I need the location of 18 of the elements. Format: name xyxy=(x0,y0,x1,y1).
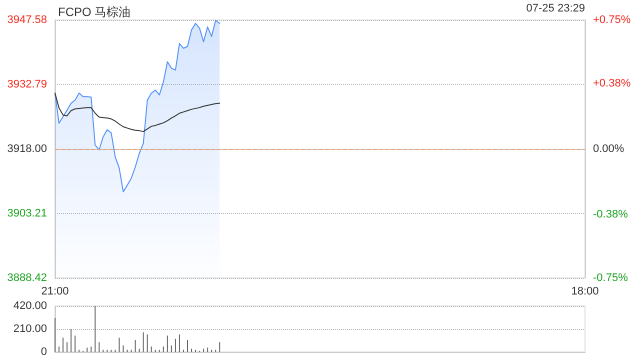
chart-title: FCPO 马棕油 xyxy=(58,5,131,19)
y-tick-label: 0 xyxy=(40,346,47,358)
text: 07-25 23:29 xyxy=(526,2,585,14)
y2-tick-label: -0.38% xyxy=(593,208,628,220)
y-tick-label: 420.00 xyxy=(13,300,47,312)
x-tick-label: 21:00 xyxy=(41,286,69,298)
y-tick-label: 3932.79 xyxy=(7,78,47,90)
y-tick-label: 3918.00 xyxy=(7,143,47,155)
line-series xyxy=(54,92,220,132)
y2-tick-label: +0.75% xyxy=(593,14,631,26)
y-tick-label: 3903.21 xyxy=(7,208,47,220)
y2-tick-label: +0.38% xyxy=(593,78,631,90)
x-tick-label: 18:00 xyxy=(571,286,599,298)
y-tick-label: 3947.58 xyxy=(7,14,47,26)
y2-tick-label: -0.75% xyxy=(593,272,628,284)
y-tick-label: 210.00 xyxy=(13,323,47,335)
y-tick-label: 3888.42 xyxy=(7,272,47,284)
y2-tick-label: 0.00% xyxy=(593,143,624,155)
